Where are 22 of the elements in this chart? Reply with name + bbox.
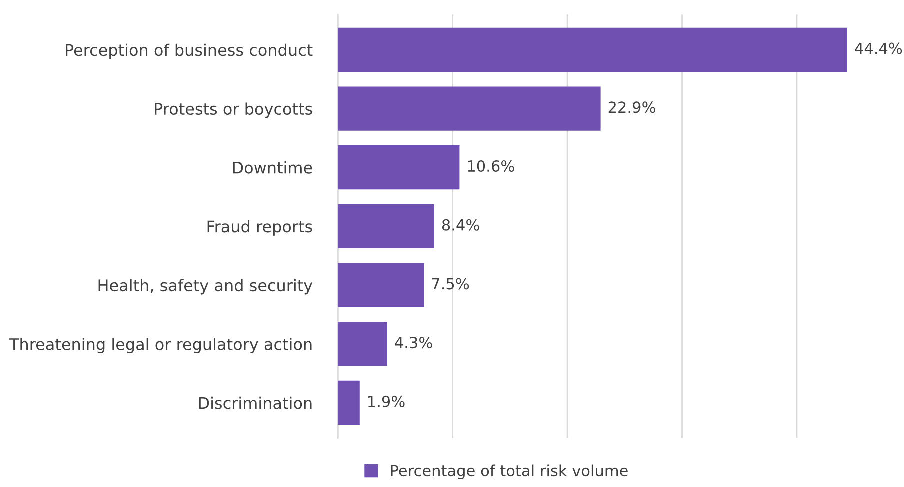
bar (338, 322, 388, 366)
bar (338, 204, 434, 249)
bar (338, 86, 601, 131)
bar (338, 380, 360, 426)
y-tick-label: Discrimination (199, 396, 312, 410)
data-label: 8.4% (442, 219, 480, 231)
data-label: 44.4% (855, 42, 902, 54)
y-tick-label: Threatening legal or regulatory action (9, 338, 312, 354)
bar (338, 263, 424, 308)
y-tick-label: Perception of business conduct (66, 44, 313, 60)
y-tick-label: Downtime (233, 162, 312, 174)
y-tick-label: Health, safety and security (98, 279, 313, 295)
y-tick-label: Fraud reports (208, 220, 312, 236)
y-tick-label: Protests or boycotts (155, 102, 312, 118)
data-label: 7.5% (432, 278, 470, 290)
legend-label: Percentage of total risk volume (391, 464, 628, 480)
data-label: 4.3% (395, 337, 432, 349)
data-label: 22.9% (608, 102, 656, 114)
bar (338, 146, 460, 190)
data-label: 10.6% (468, 160, 514, 172)
bar (338, 28, 848, 72)
data-label: 1.9% (368, 396, 405, 408)
